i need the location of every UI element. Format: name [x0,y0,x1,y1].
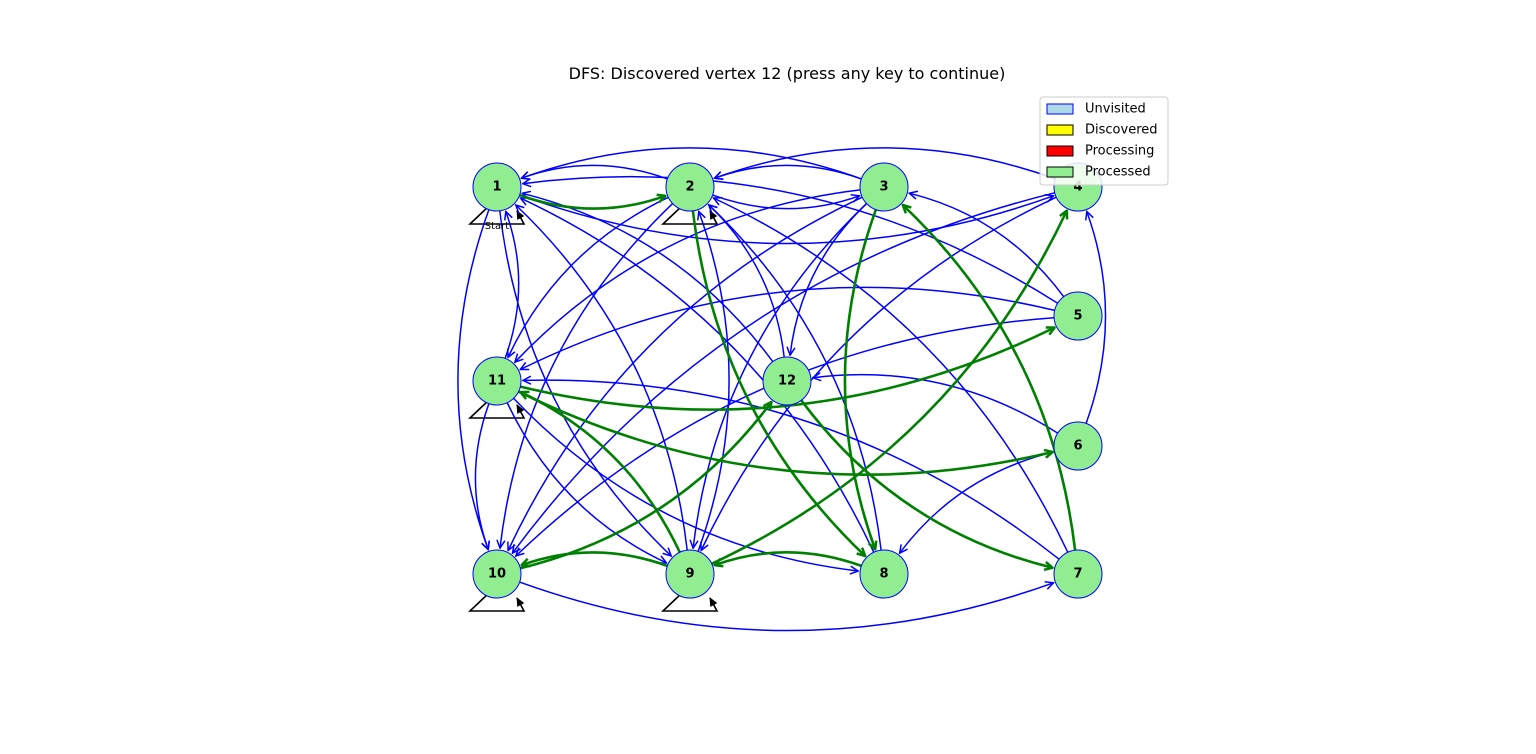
edge-10-7 [519,582,1054,632]
edge-11-9 [506,402,666,563]
edge-4-9 [701,196,1057,550]
edge-7-11 [523,380,1060,560]
node-8: 8 [859,549,909,599]
edge-5-10 [516,316,1055,556]
tree-edge-8-9 [715,551,862,566]
legend-swatch-processing [1046,145,1074,157]
tree-edge-10-12 [519,402,771,570]
tree-edge-9-10 [522,551,668,565]
edge-1-10 [457,209,489,550]
node-label: 5 [1073,309,1082,324]
node-6: 6 [1053,421,1103,471]
edge-2-11 [508,196,669,357]
node-circle [1053,291,1103,341]
edge-6-4 [1086,212,1107,424]
legend: Unvisited Discovered Processing Processed [1039,96,1169,186]
tree-edge-11-6 [517,390,1053,476]
edge-3-11 [515,189,861,362]
self-loop-2 [660,204,719,225]
legend-label-discovered: Discovered [1085,123,1158,138]
legend-label-unvisited: Unvisited [1085,102,1146,117]
node-10: 10 [472,549,522,599]
legend-label-processing: Processing [1085,144,1154,159]
node-label: 8 [879,567,888,582]
node-circle [665,162,715,212]
edge-5-3 [909,193,1065,298]
edge-7-2 [714,198,1069,553]
node-label: 12 [778,374,796,389]
node-label: 6 [1073,439,1082,454]
legend-label-processed: Processed [1085,165,1151,180]
edge-11-10 [474,403,488,550]
tree-edge-7-3 [903,205,1077,551]
edge-2-10 [500,203,674,549]
tree-edge-11-5 [519,328,1054,411]
edge-11-1 [505,212,520,359]
tree-edge-9-4 [711,211,1067,565]
node-label: 9 [685,567,694,582]
node-circle [472,356,522,406]
edge-9-1 [516,205,688,551]
node-circle [472,162,522,212]
node-circle [859,549,909,599]
edge-3-2 [715,164,862,179]
node-11: 11 [472,356,522,406]
legend-swatch-discovered [1046,124,1074,136]
edge-9-2 [698,212,730,552]
legend-swatch-unvisited [1046,103,1074,115]
start-label: Start [485,221,510,232]
tree-edge-2-8 [691,210,865,556]
legend-swatch-processed [1046,166,1074,178]
legend-frame [1039,96,1169,186]
edge-6-8 [900,450,1055,554]
edge-4-10 [513,192,1055,553]
tree-edge-1-2 [519,195,666,210]
node-7: 7 [1053,549,1103,599]
node-9: 9 [665,549,715,599]
edge-5-1 [523,175,1059,304]
edge-4-2 [715,147,1056,179]
edge-2-3 [712,195,860,210]
edge-3-1 [522,147,862,179]
node-12: 12 [762,356,812,406]
node-1: 1 [472,162,522,212]
node-5: 5 [1053,291,1103,341]
node-label: 7 [1073,567,1082,582]
node-label: 11 [488,374,506,389]
node-label: 10 [488,567,506,582]
self-loop-9 [660,591,719,612]
diagram-title: DFS: Discovered vertex 12 (press any key… [568,64,1006,83]
node-2: 2 [665,162,715,212]
node-circle [762,356,812,406]
node-label: 4 [1073,180,1082,195]
node-label: 1 [492,180,501,195]
self-loop-1 [467,204,526,225]
tree-edge-12-7 [800,399,1052,568]
edge-11-8 [513,397,859,571]
node-label: 2 [685,180,694,195]
node-label: 3 [879,180,888,195]
node-circle [472,549,522,599]
edge-1-9 [499,210,671,556]
tree-edge-3-8 [843,209,876,550]
node-3: 3 [859,162,909,212]
edge-12-2 [709,205,785,358]
edge-3-9 [693,202,868,549]
self-loop-11 [467,398,526,419]
edge-8-2 [709,205,882,551]
node-circle [1053,421,1103,471]
edge-5-11 [520,286,1055,369]
self-loop-10 [467,591,526,612]
node-circle [859,162,909,212]
edge-3-10 [508,196,863,550]
node-circle [665,549,715,599]
node-circle [1053,549,1103,599]
